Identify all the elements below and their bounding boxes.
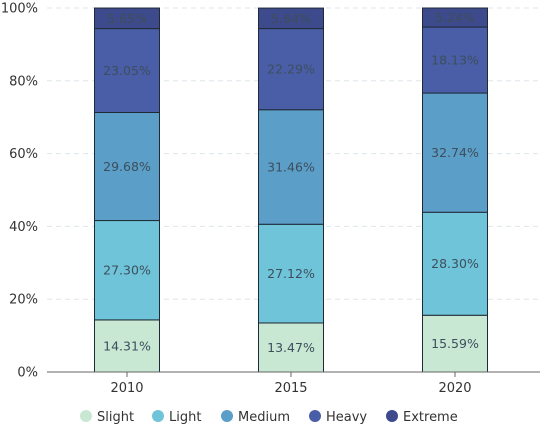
- legend-marker: [80, 410, 92, 422]
- legend: Slight Light Medium Heavy Extreme: [80, 410, 458, 425]
- data-label: 14.31%: [103, 338, 151, 353]
- data-label: 13.47%: [267, 340, 315, 355]
- bar-segment: [94, 7, 160, 30]
- data-label: 23.05%: [103, 63, 151, 78]
- bar-segment: [422, 7, 488, 28]
- data-label: 32.74%: [431, 145, 479, 160]
- x-tick-label: 2015: [274, 381, 307, 396]
- bar-segment: [422, 26, 488, 94]
- data-label: 5.64%: [271, 11, 311, 26]
- data-label: 5.24%: [435, 10, 475, 25]
- bar-segment: [422, 314, 488, 373]
- x-tick-label: 2020: [438, 381, 471, 396]
- data-label: 15.59%: [431, 336, 479, 351]
- data-label: 27.30%: [103, 263, 151, 278]
- legend-marker: [386, 410, 398, 422]
- data-label: 5.65%: [107, 11, 147, 26]
- y-tick-label: 40%: [9, 220, 38, 235]
- y-tick-label: 0%: [17, 366, 38, 381]
- data-label: 18.13%: [431, 53, 479, 68]
- legend-marker: [152, 410, 164, 422]
- bar-segment: [258, 322, 324, 373]
- legend-marker: [309, 410, 321, 422]
- data-label: 22.29%: [267, 62, 315, 77]
- bar-segment: [422, 211, 488, 316]
- y-tick-label: 60%: [9, 147, 38, 162]
- data-label: 27.12%: [267, 266, 315, 281]
- bar-segment: [258, 7, 324, 30]
- x-tick-label: 2010: [110, 381, 143, 396]
- data-label: 31.46%: [267, 159, 315, 174]
- y-tick-label: 80%: [9, 74, 38, 89]
- bar-segment: [422, 92, 488, 213]
- y-axis: 0% 20% 40% 60% 80% 100%: [1, 2, 38, 381]
- y-tick-label: 20%: [9, 293, 38, 308]
- legend-label: Extreme: [403, 410, 458, 425]
- bar-segment: [94, 319, 160, 373]
- bar-segment: [94, 112, 160, 222]
- bars: 14.31% 27.30% 29.68% 23.05% 5.65% 13.47% 27.12…: [94, 7, 488, 373]
- bar-segment: [258, 109, 324, 225]
- bar-segment: [94, 220, 160, 321]
- data-label: 28.30%: [431, 256, 479, 271]
- x-axis: 2010 2015 2020: [110, 372, 472, 396]
- data-label: 29.68%: [103, 159, 151, 174]
- legend-label: Light: [169, 410, 201, 425]
- bar-segment: [258, 223, 324, 324]
- legend-marker: [221, 410, 233, 422]
- bar-segment: [258, 28, 324, 111]
- legend-label: Slight: [97, 410, 134, 425]
- y-tick-label: 100%: [1, 2, 38, 17]
- legend-label: Medium: [238, 410, 290, 425]
- legend-label: Heavy: [326, 410, 367, 425]
